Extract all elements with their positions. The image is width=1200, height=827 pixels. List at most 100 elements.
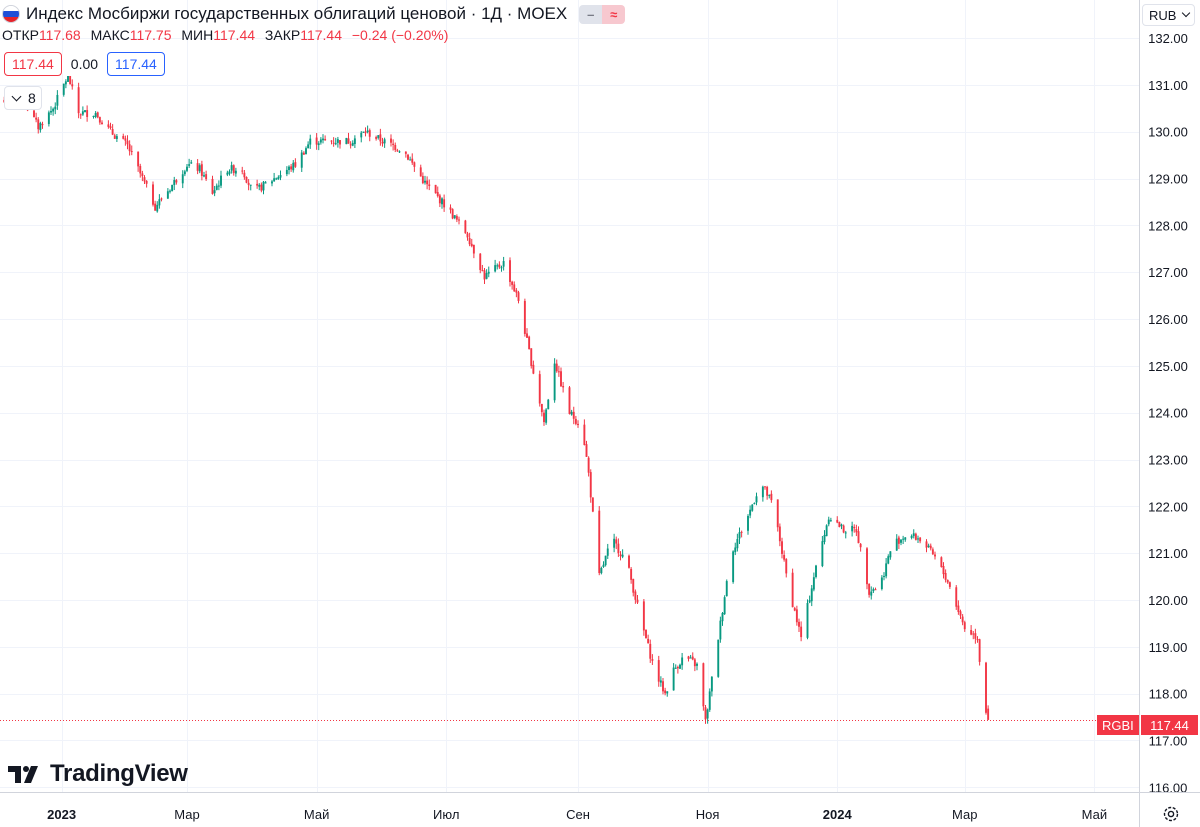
candle[interactable]: [842, 524, 845, 534]
candle[interactable]: [589, 469, 592, 503]
candle[interactable]: [917, 535, 919, 543]
candle[interactable]: [857, 526, 860, 544]
candle[interactable]: [181, 170, 184, 189]
candle[interactable]: [934, 551, 936, 560]
candle[interactable]: [904, 537, 907, 542]
candle[interactable]: [838, 521, 841, 528]
candle[interactable]: [271, 179, 273, 187]
candle[interactable]: [547, 398, 550, 410]
candle[interactable]: [470, 238, 473, 248]
candle[interactable]: [502, 256, 505, 271]
candle[interactable]: [851, 521, 854, 537]
candle[interactable]: [113, 133, 116, 140]
candle[interactable]: [273, 172, 276, 182]
candle[interactable]: [574, 415, 577, 426]
candle[interactable]: [823, 530, 826, 545]
candle[interactable]: [570, 409, 573, 416]
candle[interactable]: [577, 420, 579, 428]
candle[interactable]: [109, 122, 112, 130]
candle[interactable]: [645, 629, 647, 639]
candle[interactable]: [844, 530, 847, 539]
candle[interactable]: [458, 216, 460, 225]
candle[interactable]: [509, 257, 511, 287]
candle[interactable]: [776, 499, 779, 532]
candlestick-series[interactable]: [3, 68, 990, 724]
candle[interactable]: [198, 163, 201, 174]
candle[interactable]: [347, 132, 350, 144]
candle[interactable]: [704, 705, 707, 724]
candle[interactable]: [706, 708, 709, 724]
candle[interactable]: [322, 134, 324, 144]
candle[interactable]: [957, 600, 960, 615]
candle[interactable]: [294, 158, 297, 168]
candle[interactable]: [555, 359, 558, 373]
candle[interactable]: [929, 543, 932, 551]
candle[interactable]: [880, 575, 883, 591]
candle[interactable]: [910, 534, 913, 540]
candle[interactable]: [513, 281, 516, 292]
candle[interactable]: [407, 153, 409, 161]
candle[interactable]: [64, 79, 67, 89]
candle[interactable]: [719, 616, 722, 643]
candle[interactable]: [919, 536, 922, 544]
candle[interactable]: [825, 524, 828, 537]
candle[interactable]: [672, 663, 675, 691]
candle[interactable]: [434, 184, 437, 194]
candle[interactable]: [366, 125, 369, 134]
candle[interactable]: [606, 543, 609, 559]
candle[interactable]: [734, 542, 737, 556]
candle[interactable]: [613, 533, 616, 553]
candle[interactable]: [591, 497, 594, 513]
symbol-title[interactable]: Индекс Мосбиржи государственных облигаци…: [26, 4, 568, 23]
candle[interactable]: [526, 328, 528, 338]
candle[interactable]: [494, 259, 497, 273]
candle[interactable]: [914, 532, 917, 541]
indicators-collapse-button[interactable]: 8: [4, 86, 42, 110]
candle[interactable]: [186, 163, 188, 173]
candle[interactable]: [872, 587, 875, 594]
candle[interactable]: [657, 655, 660, 687]
candle[interactable]: [421, 172, 424, 185]
candle[interactable]: [345, 137, 348, 145]
candle[interactable]: [944, 569, 947, 583]
candle[interactable]: [942, 562, 945, 579]
candle[interactable]: [249, 184, 252, 191]
candle[interactable]: [528, 335, 531, 350]
candle[interactable]: [211, 175, 214, 195]
candle[interactable]: [840, 523, 843, 530]
buy-button[interactable]: 117.44: [107, 52, 165, 76]
candle[interactable]: [428, 179, 431, 191]
candle[interactable]: [124, 135, 127, 146]
candle[interactable]: [659, 676, 662, 687]
candle[interactable]: [500, 265, 503, 272]
candle[interactable]: [98, 116, 101, 125]
candle[interactable]: [39, 121, 42, 133]
candle[interactable]: [827, 516, 830, 527]
candle[interactable]: [183, 169, 186, 177]
candle[interactable]: [815, 564, 817, 579]
candle[interactable]: [781, 537, 783, 559]
candle[interactable]: [41, 121, 44, 129]
candle[interactable]: [691, 652, 694, 661]
candle[interactable]: [419, 164, 422, 177]
candle[interactable]: [332, 137, 335, 147]
candle[interactable]: [107, 120, 110, 129]
candle[interactable]: [220, 170, 222, 189]
candle[interactable]: [517, 290, 520, 304]
candle[interactable]: [972, 630, 975, 640]
candle[interactable]: [215, 183, 218, 191]
candle[interactable]: [196, 159, 199, 175]
candle[interactable]: [970, 625, 973, 636]
candle[interactable]: [883, 572, 885, 581]
candle[interactable]: [532, 360, 535, 375]
candle[interactable]: [768, 494, 771, 499]
candle[interactable]: [481, 264, 484, 272]
candle[interactable]: [160, 197, 163, 202]
candle[interactable]: [52, 107, 55, 116]
candle[interactable]: [139, 163, 142, 178]
candle[interactable]: [94, 111, 97, 119]
candle[interactable]: [126, 135, 129, 150]
hide-legend-button[interactable]: –: [579, 4, 603, 24]
candle[interactable]: [634, 589, 637, 604]
